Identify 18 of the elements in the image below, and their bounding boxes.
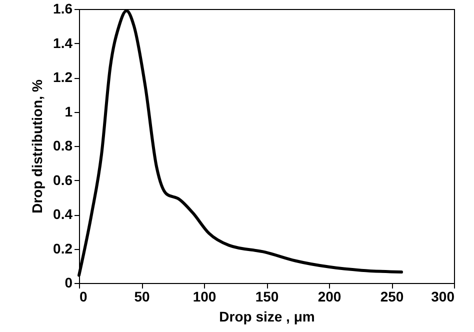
y-tick-label: 1 xyxy=(64,103,73,120)
x-tick-label: 100 xyxy=(192,288,216,304)
y-tick-label: 0.8 xyxy=(53,138,73,154)
x-tick-label: 250 xyxy=(380,288,404,304)
x-tick-label: 200 xyxy=(318,288,342,304)
x-axis-title: Drop size , μm xyxy=(219,308,315,324)
y-axis-title: Drop distribution, % xyxy=(29,79,46,214)
x-tick-label: 0 xyxy=(80,288,88,304)
y-tick-label: 1.2 xyxy=(53,69,73,85)
y-tick-label: 0 xyxy=(64,274,73,290)
y-tick-label: 0.4 xyxy=(53,206,73,222)
y-tick-label: 0.6 xyxy=(53,172,73,188)
y-tick-label: 1.4 xyxy=(53,34,73,51)
x-tick-label: 300 xyxy=(431,288,455,304)
y-tick-label: 1.6 xyxy=(53,0,73,16)
x-tick-label: 150 xyxy=(255,288,279,304)
x-tick-label: 50 xyxy=(134,288,150,304)
y-tick-label: 0.2 xyxy=(53,240,73,256)
